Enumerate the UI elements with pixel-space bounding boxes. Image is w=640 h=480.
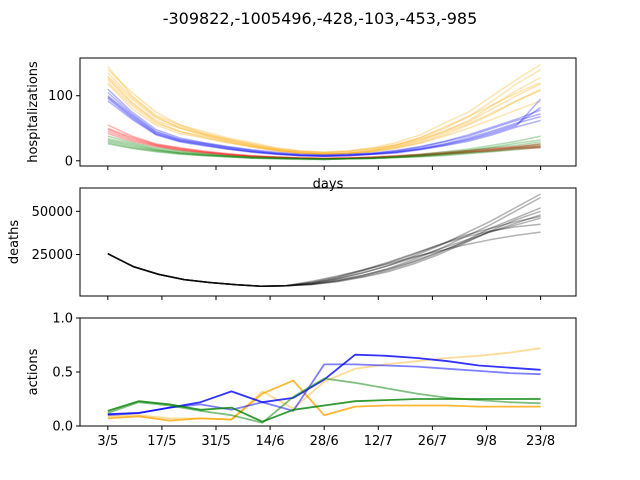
series-line-5 xyxy=(107,78,541,155)
series-line-16 xyxy=(107,128,541,160)
actions-panel: 0.0 0.5 1.0 3/5 17/5 31/5 14/6 28/6 12/7 26/7 9/8 2… xyxy=(26,312,577,449)
axes-frame xyxy=(79,57,577,167)
series-line-15 xyxy=(107,127,541,159)
series-line-18 xyxy=(107,132,541,160)
series-line-7 xyxy=(107,223,541,287)
series-line-8 xyxy=(107,231,541,287)
y-axis-label: hospitalizations xyxy=(26,61,41,163)
series-line-3 xyxy=(107,75,541,154)
series-line-6 xyxy=(107,82,541,156)
series-line-0 xyxy=(107,215,541,287)
x-tick-label: 3/5 xyxy=(97,434,118,449)
x-tick-label: 23/8 xyxy=(526,434,555,449)
series-line-1 xyxy=(107,217,541,287)
x-tick-label: 28/6 xyxy=(310,434,339,449)
series-line-14 xyxy=(107,124,541,159)
series-line-12 xyxy=(107,97,542,157)
series-line-13 xyxy=(107,100,541,157)
series-line-17 xyxy=(107,130,541,160)
series-line-5 xyxy=(107,196,541,287)
series-line-19 xyxy=(107,135,541,160)
y-tick-label: 0 xyxy=(65,154,73,169)
series-line-21 xyxy=(107,139,541,160)
series-group xyxy=(107,347,541,424)
series-line-4 xyxy=(107,377,541,424)
series-line-23 xyxy=(107,141,541,161)
series-line-1 xyxy=(107,379,541,422)
y-tick-label: 50000 xyxy=(32,205,73,220)
series-line-4 xyxy=(107,76,541,156)
series-group xyxy=(107,193,541,287)
deaths-panel: 25000 50000 deaths xyxy=(7,187,577,300)
y-tick-label: 25000 xyxy=(32,248,73,263)
y-tick-label: 1.0 xyxy=(52,312,73,327)
series-line-4 xyxy=(107,210,541,287)
x-tick-label: 31/5 xyxy=(201,434,230,449)
hospitalizations-panel: 0 100 hospitalizations days xyxy=(26,57,577,192)
series-line-2 xyxy=(107,214,541,287)
y-tick-label: 100 xyxy=(48,89,73,104)
y-tick-label: 0.5 xyxy=(52,366,73,381)
series-group xyxy=(107,63,542,161)
x-axis-label: days xyxy=(313,177,344,192)
x-tick-label: 26/7 xyxy=(418,434,447,449)
series-line-0 xyxy=(107,63,541,154)
axes-frame xyxy=(79,187,577,297)
series-line-7 xyxy=(107,83,541,156)
series-line-22 xyxy=(107,140,541,161)
x-tick-label: 14/6 xyxy=(256,434,285,449)
figure-title: -309822,-1005496,-428,-103,-453,-985 xyxy=(163,9,478,28)
y-tick-label: 0.0 xyxy=(52,420,73,435)
y-axis-label: actions xyxy=(26,348,41,395)
series-line-10 xyxy=(107,95,541,157)
series-line-0 xyxy=(107,347,541,421)
series-line-1 xyxy=(107,69,541,154)
series-line-24 xyxy=(107,143,541,161)
series-line-8 xyxy=(107,88,541,156)
x-tick-label: 12/7 xyxy=(364,434,393,449)
series-line-2 xyxy=(107,72,541,155)
x-tick-label: 17/5 xyxy=(147,434,176,449)
series-line-6 xyxy=(107,193,541,287)
y-axis-label: deaths xyxy=(7,220,22,265)
series-line-9 xyxy=(107,91,541,157)
x-tick-label: 9/8 xyxy=(476,434,497,449)
series-line-20 xyxy=(107,137,541,160)
series-line-11 xyxy=(107,96,542,157)
series-line-5 xyxy=(107,398,541,423)
series-line-3 xyxy=(107,207,541,287)
